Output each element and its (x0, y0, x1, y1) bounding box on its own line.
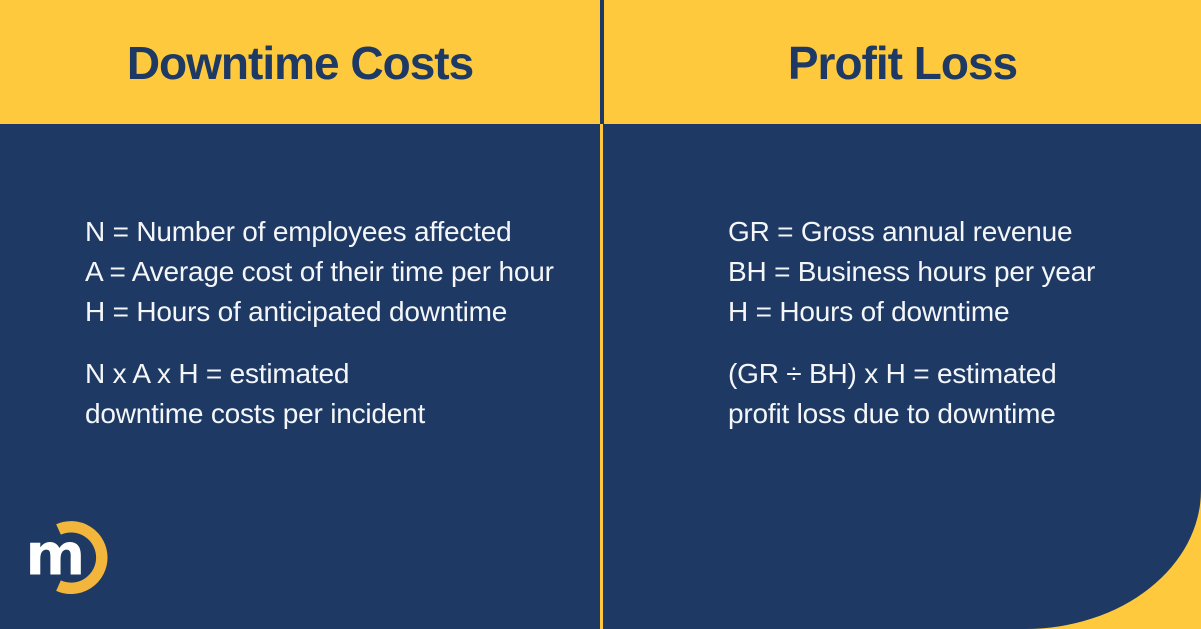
header-divider (600, 0, 604, 124)
formula-line: profit loss due to downtime (728, 398, 1056, 429)
formula-line: downtime costs per incident (85, 398, 426, 429)
definition-line: A = Average cost of their time per hour (85, 256, 554, 287)
downtime-costs-column: N = Number of employees affected A = Ave… (85, 212, 554, 434)
header-downtime-costs: Downtime Costs (0, 0, 600, 124)
logo-arc (56, 521, 108, 595)
profit-loss-column: GR = Gross annual revenue BH = Business … (728, 212, 1095, 434)
formula-line: N x A x H = estimated (85, 358, 350, 389)
definition-line: H = Hours of anticipated downtime (85, 296, 508, 327)
downtime-costs-formula: N x A x H = estimated downtime costs per… (85, 354, 554, 434)
profit-loss-title: Profit Loss (787, 37, 1018, 89)
definition-line: H = Hours of downtime (728, 296, 1010, 327)
definition-line: GR = Gross annual revenue (728, 216, 1073, 247)
column-divider (600, 124, 603, 629)
profit-loss-formula: (GR ÷ BH) x H = estimated profit loss du… (728, 354, 1095, 434)
header-profit-loss: Profit Loss (604, 0, 1201, 124)
definition-line: N = Number of employees affected (85, 216, 512, 247)
formula-line: (GR ÷ BH) x H = estimated (728, 358, 1057, 389)
profit-variable-definitions: GR = Gross annual revenue BH = Business … (728, 212, 1095, 332)
logo-letter: m (25, 521, 85, 588)
downtime-costs-title: Downtime Costs (126, 37, 474, 89)
m-logo-icon: m (25, 521, 108, 595)
downtime-variable-definitions: N = Number of employees affected A = Ave… (85, 212, 554, 332)
definition-line: BH = Business hours per year (728, 256, 1096, 287)
